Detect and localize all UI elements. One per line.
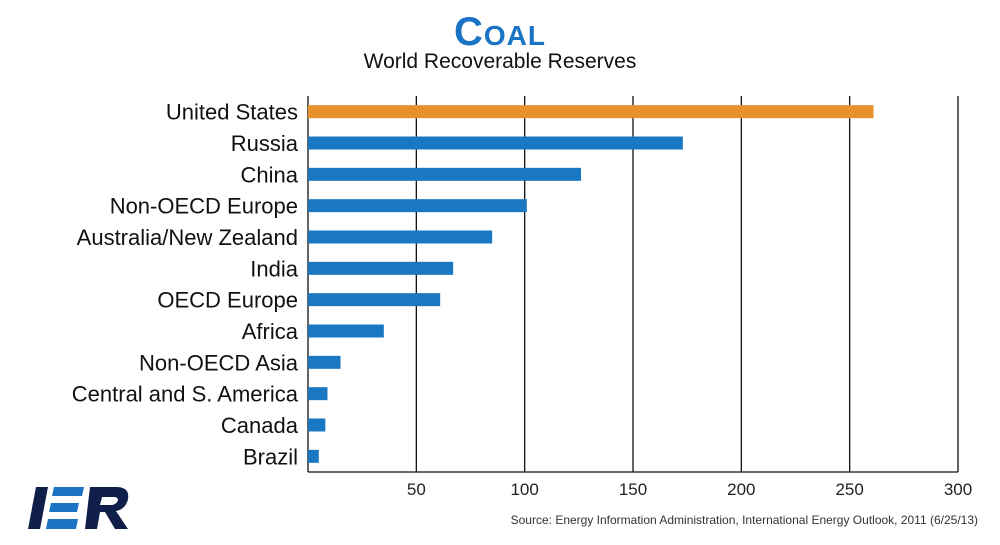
x-tick-label: 200 [727, 480, 755, 499]
category-label: Russia [231, 131, 299, 156]
category-label: Non-OECD Asia [139, 350, 299, 375]
source-note: Source: Energy Information Administratio… [510, 513, 978, 527]
category-label: Canada [221, 413, 299, 438]
chart-subtitle: World Recoverable Reserves [363, 50, 637, 73]
bar [308, 105, 874, 119]
bar-chart: 50 100 150 200 250 300 United States Russia Chin… [72, 96, 972, 499]
bar [308, 136, 683, 150]
category-label: China [241, 162, 299, 187]
bar [308, 293, 441, 307]
category-label: Australia/New Zealand [77, 225, 298, 250]
ier-logo [28, 487, 129, 529]
category-label: Non-OECD Europe [110, 194, 298, 219]
x-tick-label: 100 [510, 480, 538, 499]
bar [308, 324, 384, 338]
category-label: Central and S. America [72, 382, 299, 407]
category-label: India [250, 256, 298, 281]
x-tick-label: 50 [407, 480, 426, 499]
x-tick-label: 250 [835, 480, 863, 499]
chart-title: Coal [454, 10, 546, 54]
bar [308, 355, 341, 369]
bar [308, 418, 326, 432]
category-label: OECD Europe [157, 288, 298, 313]
bar [308, 387, 328, 401]
category-label: United States [166, 100, 298, 125]
x-tick-label: 300 [944, 480, 972, 499]
x-tick-label: 150 [619, 480, 647, 499]
category-label: Africa [242, 319, 299, 344]
bar [308, 230, 493, 244]
bar [308, 261, 454, 275]
category-label: Brazil [243, 444, 298, 469]
bar [308, 199, 527, 213]
bar [308, 449, 319, 463]
bar [308, 167, 581, 181]
